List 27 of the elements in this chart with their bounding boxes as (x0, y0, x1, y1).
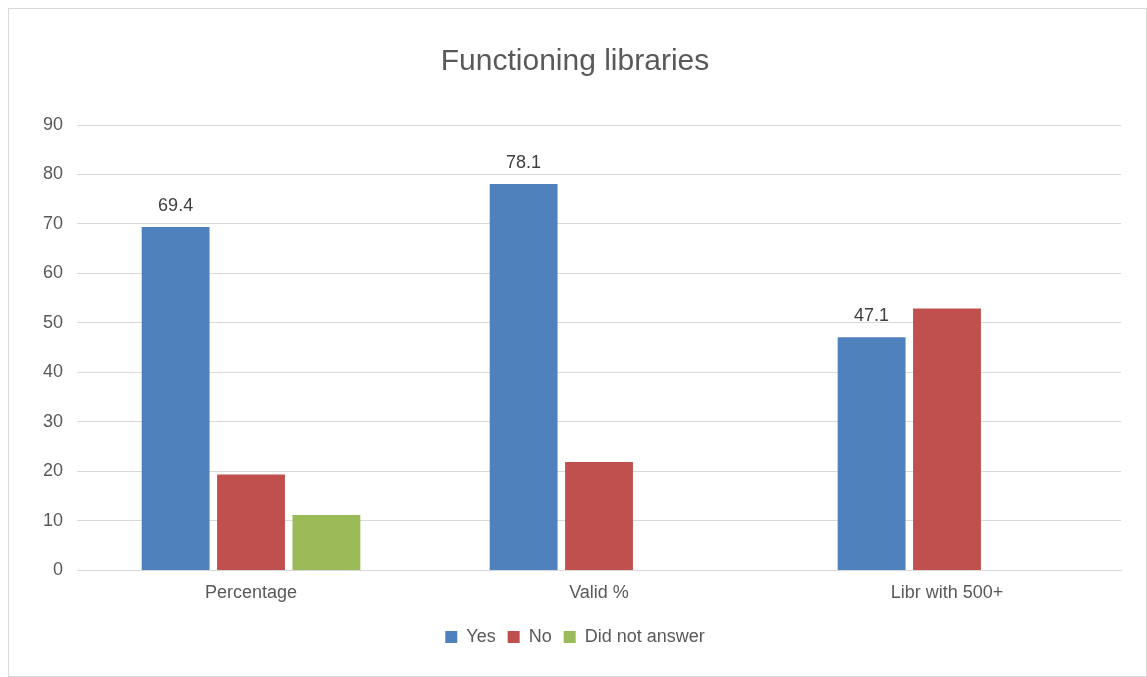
y-tick-label: 40 (42, 361, 64, 382)
bar (141, 226, 210, 570)
bar (489, 183, 558, 570)
bar (217, 474, 285, 570)
chart-title: Functioning libraries (440, 43, 710, 77)
x-tick-label: Percentage (204, 582, 298, 603)
y-tick-label: 70 (42, 212, 64, 233)
bar (837, 337, 906, 570)
data-label: 47.1 (854, 305, 890, 326)
bar (565, 462, 633, 570)
y-tick-label: 30 (42, 410, 64, 431)
y-tick-label: 20 (42, 460, 64, 481)
legend-label: Did not answer (584, 625, 705, 646)
data-label: 69.4 (158, 194, 194, 215)
legend-label: No (528, 625, 552, 646)
legend-label: Yes (466, 625, 496, 646)
y-tick-label: 60 (42, 262, 64, 283)
y-tick-label: 50 (42, 311, 64, 332)
y-tick-label: 10 (42, 509, 64, 530)
y-tick-label: 80 (42, 163, 64, 184)
y-tick-label: 0 (53, 559, 64, 580)
y-tick-label: 90 (42, 113, 64, 134)
bar (292, 514, 361, 570)
x-tick-label: Valid % (569, 582, 629, 603)
x-tick-label: Libr with 500+ (890, 582, 1004, 603)
data-label: 78.1 (506, 151, 542, 172)
bar (913, 308, 981, 570)
